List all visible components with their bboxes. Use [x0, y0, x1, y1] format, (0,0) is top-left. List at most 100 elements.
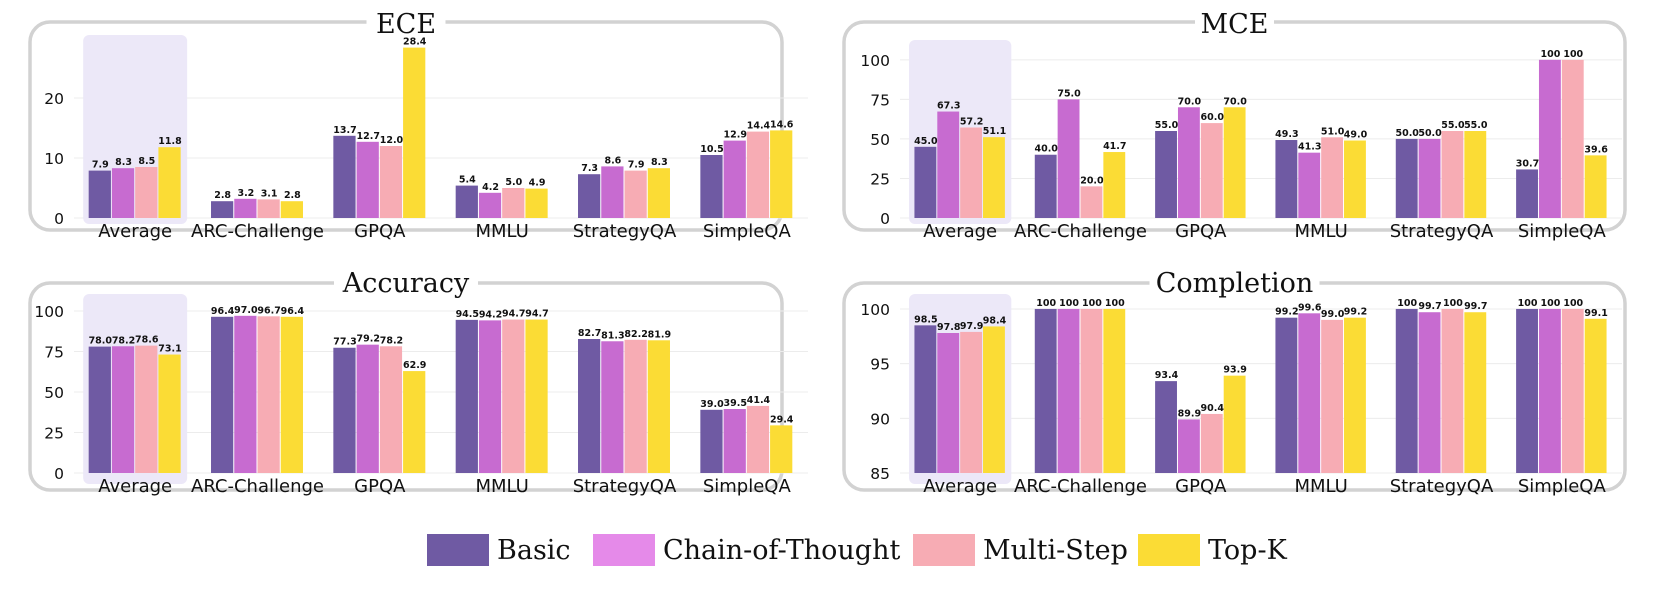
x-tick-label: Average — [923, 221, 997, 242]
bar-multi-step-mmlu — [502, 319, 525, 473]
data-label: 2.8 — [214, 190, 231, 201]
bar-basic-average — [88, 346, 111, 473]
y-tick-label: 25 — [870, 170, 890, 188]
data-label: 100 — [1082, 298, 1102, 309]
bar-basic-average — [914, 146, 937, 218]
data-label: 78.2 — [380, 335, 403, 346]
data-label: 49.0 — [1344, 129, 1368, 140]
data-label: 41.4 — [747, 395, 771, 406]
data-label: 82.2 — [624, 329, 647, 340]
title-gap — [1149, 277, 1320, 289]
x-tick-label: StrategyQA — [1390, 476, 1494, 497]
data-label: 8.3 — [115, 157, 132, 168]
bar-chain-of-thought-simpleqa — [723, 140, 746, 218]
bar-multi-step-gpqa — [1200, 413, 1223, 473]
data-label: 77.3 — [333, 337, 356, 348]
legend-swatch-basic — [427, 534, 489, 566]
legend-label-multi-step: Multi-Step — [983, 534, 1128, 566]
bar-basic-simpleqa — [1516, 308, 1538, 473]
x-tick-label: StrategyQA — [573, 221, 677, 242]
data-label: 93.9 — [1223, 365, 1246, 376]
data-label: 97.0 — [234, 305, 258, 316]
bar-basic-gpqa — [333, 347, 356, 473]
y-tick-label: 75 — [870, 91, 890, 109]
x-tick-label: GPQA — [1175, 476, 1227, 497]
data-label: 3.1 — [261, 188, 278, 199]
bar-multi-step-strategyqa — [624, 339, 647, 473]
bar-chain-of-thought-average — [937, 111, 960, 218]
legend-item-chain-of-thought: Chain-of-Thought — [593, 530, 900, 570]
legend-label-basic: Basic — [497, 534, 571, 566]
x-tick-label: Average — [923, 476, 997, 497]
data-label: 57.2 — [960, 117, 983, 128]
bar-top-k-simpleqa — [1584, 155, 1607, 218]
x-tick-label: SimpleQA — [703, 476, 792, 497]
data-label: 75.0 — [1057, 88, 1081, 99]
bar-multi-step-simpleqa — [746, 405, 770, 473]
bar-top-k-simpleqa — [1584, 318, 1607, 473]
data-label: 14.6 — [770, 119, 794, 130]
x-tick-label: GPQA — [354, 221, 406, 242]
data-label: 96.4 — [281, 306, 305, 317]
x-tick-label: GPQA — [354, 476, 406, 497]
data-label: 100 — [1059, 298, 1079, 309]
data-label: 100 — [1540, 298, 1560, 309]
data-label: 12.0 — [380, 135, 404, 146]
y-tick-label: 95 — [870, 356, 890, 374]
bar-multi-step-arc-challenge — [257, 199, 280, 218]
x-tick-label: SimpleQA — [1518, 221, 1607, 242]
bar-basic-gpqa — [1155, 381, 1177, 473]
data-label: 51.1 — [983, 126, 1006, 137]
data-label: 78.0 — [89, 336, 113, 347]
legend-item-basic: Basic — [427, 530, 571, 570]
chart-title: Completion — [1156, 268, 1314, 299]
data-label: 28.4 — [403, 37, 427, 48]
legend-label-chain-of-thought: Chain-of-Thought — [663, 534, 901, 566]
bar-chain-of-thought-strategyqa — [1418, 312, 1441, 473]
data-label: 93.4 — [1155, 370, 1179, 381]
x-tick-label: ARC-Challenge — [191, 476, 324, 497]
y-tick-label: 10 — [44, 150, 64, 168]
x-tick-label: ARC-Challenge — [191, 221, 324, 242]
data-label: 40.0 — [1034, 144, 1058, 155]
bar-chain-of-thought-mmlu — [1298, 152, 1321, 218]
data-label: 82.7 — [578, 328, 601, 339]
title-gap — [1195, 18, 1274, 30]
bar-multi-step-simpleqa — [746, 131, 770, 218]
bar-basic-mmlu — [455, 319, 478, 473]
bar-chain-of-thought-mmlu — [478, 192, 502, 218]
bar-chain-of-thought-gpqa — [356, 141, 379, 218]
data-label: 62.9 — [403, 360, 426, 371]
bar-multi-step-arc-challenge — [1080, 308, 1103, 473]
title-gap — [334, 277, 478, 289]
data-label: 100 — [1563, 298, 1583, 309]
data-label: 96.7 — [257, 305, 280, 316]
bar-basic-mmlu — [1275, 317, 1298, 473]
data-label: 99.2 — [1275, 307, 1298, 318]
data-label: 51.0 — [1321, 126, 1345, 137]
bar-multi-step-strategyqa — [1441, 308, 1464, 473]
legend-swatch-multi-step — [913, 534, 975, 566]
data-label: 41.7 — [1103, 141, 1126, 152]
data-label: 7.3 — [581, 163, 598, 174]
bar-chain-of-thought-gpqa — [356, 344, 379, 473]
data-label: 5.0 — [505, 177, 522, 188]
bar-top-k-gpqa — [1223, 375, 1246, 473]
x-tick-label: StrategyQA — [573, 476, 677, 497]
x-tick-label: ARC-Challenge — [1014, 476, 1147, 497]
x-tick-label: Average — [98, 476, 172, 497]
chart-title: Accuracy — [342, 268, 470, 299]
data-label: 94.7 — [525, 309, 548, 320]
bar-multi-step-arc-challenge — [257, 316, 280, 473]
data-label: 41.3 — [1298, 142, 1321, 153]
bar-chain-of-thought-mmlu — [1298, 313, 1321, 473]
legend-label-top-k: Top-K — [1208, 534, 1287, 566]
bar-chain-of-thought-arc-challenge — [1057, 99, 1080, 218]
bar-top-k-arc-challenge — [280, 316, 303, 473]
data-label: 98.4 — [983, 315, 1007, 326]
data-label: 4.9 — [529, 178, 546, 189]
data-label: 94.2 — [479, 309, 502, 320]
x-tick-label: MMLU — [1294, 476, 1347, 497]
bar-basic-average — [914, 325, 937, 473]
data-label: 12.9 — [723, 130, 746, 141]
